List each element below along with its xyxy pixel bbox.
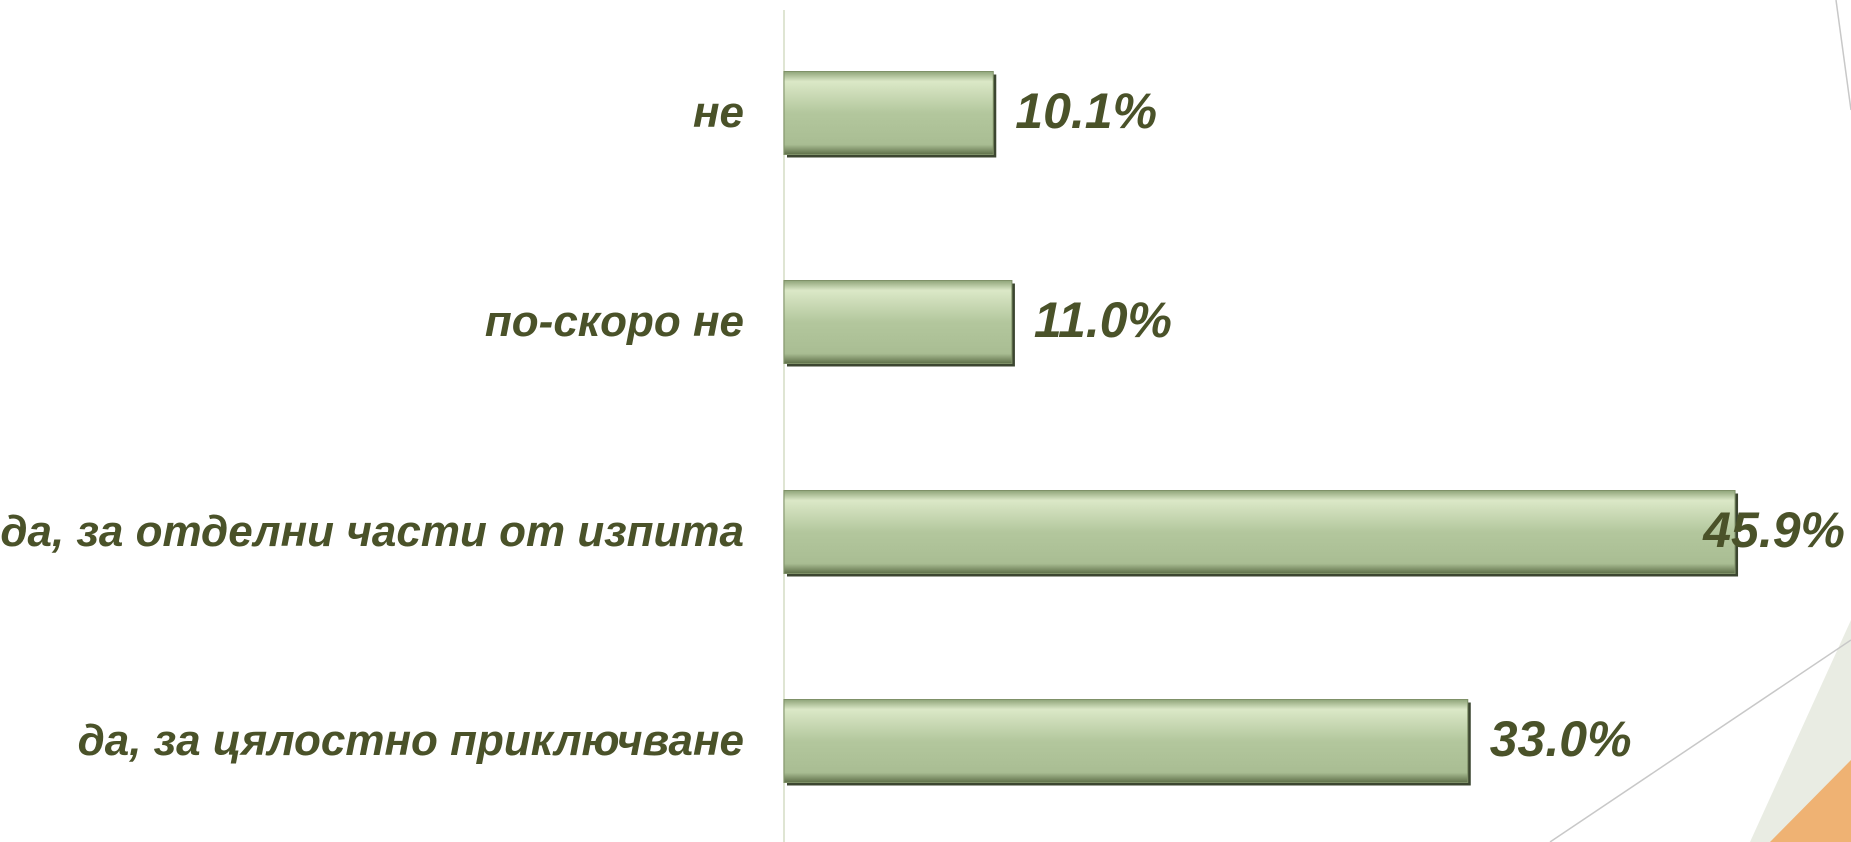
category-label: да, за отделни части от изпита (0, 505, 744, 559)
category-label: по-скоро не (0, 295, 744, 349)
value-label: 33.0% (1490, 711, 1632, 767)
value-label: 45.9% (1702, 502, 1845, 558)
value-label: 10.1% (1015, 83, 1157, 139)
value-label: 11.0% (1034, 292, 1172, 348)
decor-corner (1770, 760, 1851, 842)
category-text: не (692, 88, 744, 137)
decor-line (1549, 639, 1851, 842)
category-text: по-скоро не (484, 297, 744, 346)
decor-line (1835, 0, 1851, 111)
category-label: да, за цялостно приключване (0, 714, 744, 768)
category-text: да, за цялостно приключване (77, 716, 744, 765)
category-text: да, за отделни части от изпита (0, 507, 744, 556)
bar (783, 490, 1736, 574)
bar (783, 699, 1469, 783)
bar (783, 280, 1013, 364)
bar (783, 71, 994, 155)
category-label: не (0, 86, 744, 140)
